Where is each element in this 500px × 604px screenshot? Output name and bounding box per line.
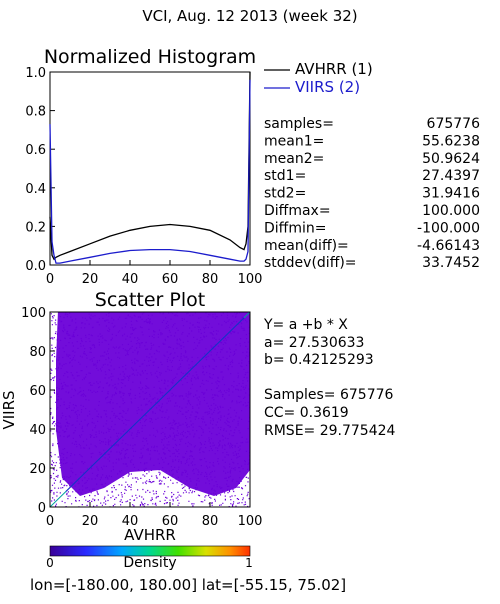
scatter-x-tick-label: 100 <box>238 514 263 529</box>
scatter-dense-region <box>56 312 250 496</box>
histogram-y-tick-label: 0.4 <box>25 182 46 197</box>
scatter-y-axis-label: VIIRS <box>0 390 18 429</box>
colorbar-min-label: 0 <box>46 556 54 570</box>
histogram-plot-frame <box>49 71 251 266</box>
scatter-y-tick-label: 20 <box>29 462 46 477</box>
histogram-series <box>49 71 251 264</box>
scatter-x-tick-label: 0 <box>46 514 54 529</box>
histogram-x-tick-label: 80 <box>202 272 219 287</box>
scatter-plot-frame <box>49 311 251 508</box>
histogram-y-tick-label: 0.0 <box>25 259 46 274</box>
stat-label: Diffmin= <box>264 220 326 236</box>
colorbar-label: Density <box>123 555 176 571</box>
histogram-x-tick-label: 20 <box>82 272 99 287</box>
page-title: VCI, Aug. 12 2013 (week 32) <box>142 7 357 25</box>
scatter-y-tick-label: 60 <box>29 384 46 399</box>
stat-value: 55.6238 <box>422 133 480 149</box>
scatter-x-tick-label: 40 <box>122 514 139 529</box>
regression-slope: b= 0.42125293 <box>264 352 374 368</box>
legend-label-viirs: VIIRS (2) <box>295 78 360 96</box>
histogram-stats: samples= 675776 mean1= 55.6238 mean2= 50.9624… <box>264 116 480 271</box>
stat-value: -4.66143 <box>417 238 480 254</box>
legend-label-avhrr: AVHRR (1) <box>295 60 373 78</box>
histogram-x-tick-label: 0 <box>46 272 54 287</box>
scatter-axis-ticks: 0 20 40 60 80 100 0 20 40 60 80 100 <box>21 306 262 529</box>
histogram-axis-ticks: 0 20 40 60 80 100 0.0 0.2 0.4 0.6 0.8 1.0 <box>25 66 262 287</box>
stat-label: samples= <box>264 116 334 132</box>
stat-value: 675776 <box>427 116 481 132</box>
stat-value: 100.000 <box>422 203 480 219</box>
regression-intercept: a= 27.530633 <box>264 335 364 351</box>
metric-cc: CC= 0.3619 <box>264 405 349 421</box>
stat-label: stddev(diff)= <box>264 255 357 271</box>
scatter-y-tick-label: 0 <box>38 501 46 516</box>
scatter-x-tick-label: 60 <box>162 514 179 529</box>
stat-label: mean(diff)= <box>264 238 349 254</box>
regression-equation: Y= a +b * X <box>263 317 348 333</box>
colorbar-max-label: 1 <box>245 556 253 570</box>
histogram-x-tick-label: 100 <box>238 272 263 287</box>
scatter-x-axis-label: AVHRR <box>124 526 176 544</box>
histogram-x-tick-label: 60 <box>162 272 179 287</box>
histogram-y-tick-label: 0.6 <box>25 143 46 158</box>
regression-line <box>65 317 245 492</box>
scatter-y-tick-label: 40 <box>29 423 46 438</box>
histogram-y-tick-label: 0.2 <box>25 220 46 235</box>
stat-value: 31.9416 <box>422 186 480 202</box>
stat-value: 27.4397 <box>422 168 480 184</box>
histogram-y-tick-label: 0.8 <box>25 105 46 120</box>
histogram-x-tick-label: 40 <box>122 272 139 287</box>
geographic-bounds: lon=[-180.00, 180.00] lat=[-55.15, 75.02… <box>30 576 346 594</box>
histogram-title: Normalized Histogram <box>44 46 256 68</box>
density-colorbar <box>49 545 251 557</box>
stat-label: std1= <box>264 168 306 184</box>
stat-value: -100.000 <box>417 220 480 236</box>
scatter-y-tick-label: 100 <box>21 306 46 321</box>
stat-label: std2= <box>264 186 306 202</box>
scatter-title: Scatter Plot <box>95 289 205 311</box>
metric-rmse: RMSE= 29.775424 <box>264 423 396 439</box>
avhrr-histogram-line <box>49 71 251 261</box>
stat-label: mean2= <box>264 151 324 167</box>
scatter-x-tick-label: 20 <box>82 514 99 529</box>
scatter-y-tick-label: 80 <box>29 345 46 360</box>
metric-samples: Samples= 675776 <box>264 387 394 403</box>
viirs-histogram-line <box>49 79 251 264</box>
stat-label: mean1= <box>264 133 324 149</box>
histogram-y-tick-label: 1.0 <box>25 66 46 81</box>
scatter-x-tick-label: 80 <box>202 514 219 529</box>
stat-value: 50.9624 <box>422 151 480 167</box>
stat-label: Diffmax= <box>264 203 331 219</box>
stat-value: 33.7452 <box>422 255 480 271</box>
